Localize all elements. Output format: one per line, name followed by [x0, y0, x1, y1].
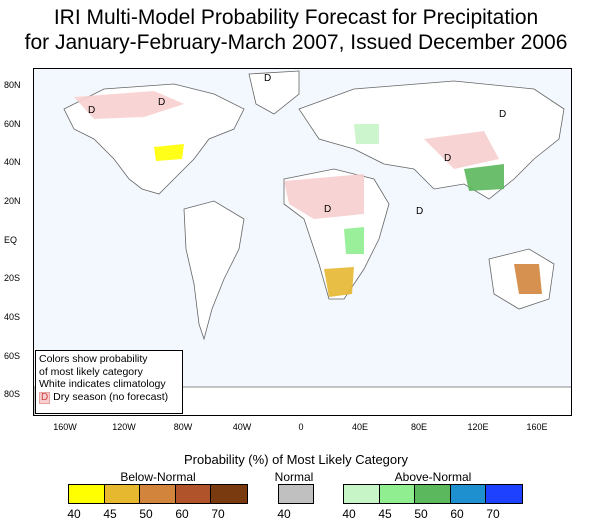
below-normal-usa	[154, 144, 184, 161]
lon-label: 160W	[53, 422, 77, 432]
map-title-line1: IRI Multi-Model Probability Forecast for…	[53, 6, 539, 29]
below-normal-colorbar	[68, 484, 248, 504]
lon-label: 40W	[232, 422, 252, 432]
below-normal-swatch	[211, 485, 248, 503]
below-tick: 50	[139, 507, 153, 521]
below-tick: 40	[67, 507, 81, 521]
lon-label: 0	[298, 422, 304, 432]
lat-label: 80N	[4, 80, 21, 90]
lat-label: 60S	[4, 351, 21, 361]
normal-swatch	[279, 485, 313, 503]
forecast-shading	[74, 91, 542, 297]
greenland-land	[248, 70, 300, 115]
lat-label: 40N	[4, 157, 21, 167]
dry-marker: D	[324, 204, 331, 215]
above-normal-swatch	[344, 485, 380, 503]
map-title-line2: for January-February-March 2007, Issued …	[24, 31, 568, 54]
dry-marker: D	[416, 206, 423, 217]
map-note-box: Colors show probability of most likely c…	[35, 350, 183, 414]
below-normal-australia	[514, 264, 542, 294]
lon-label: 40E	[351, 422, 368, 432]
lon-label: 80E	[410, 422, 427, 432]
below-tick: 70	[211, 507, 225, 521]
dry-marker: D	[158, 97, 165, 108]
dry-marker: D	[444, 153, 451, 164]
dry-region-africa	[284, 174, 364, 219]
note-line3: White indicates climatology	[39, 378, 166, 390]
above-tick: 70	[486, 507, 500, 521]
lon-label: 80W	[173, 422, 193, 432]
below-tick: 60	[175, 507, 189, 521]
above-normal-swatch	[450, 485, 487, 503]
normal-colorbar	[278, 484, 314, 504]
above-normal-label: Above-Normal	[394, 470, 472, 484]
normal-tick: 40	[277, 507, 291, 521]
note-line4: D Dry season (no forecast)	[39, 391, 179, 404]
above-normal-swatch	[486, 485, 523, 503]
lat-label: EQ	[4, 235, 18, 245]
map-svg: D D D D D D D	[34, 70, 571, 415]
above-tick: 60	[450, 507, 464, 521]
dry-marker: D	[88, 105, 95, 116]
dry-marker: D	[264, 73, 271, 84]
dry-text: Dry season (no forecast)	[53, 390, 169, 403]
below-normal-label: Below-Normal	[120, 470, 196, 484]
below-normal-swatch	[69, 485, 105, 503]
legend-title: Probability (%) of Most Likely Category	[184, 452, 408, 467]
above-normal-swatch	[379, 485, 416, 503]
above-normal-colorbar	[343, 484, 523, 504]
below-normal-swatch	[175, 485, 212, 503]
lat-label: 40S	[4, 312, 21, 322]
lon-label: 120E	[467, 422, 489, 432]
below-normal-swatch	[104, 485, 141, 503]
normal-label: Normal	[274, 470, 314, 484]
note-line2: of most likely category	[39, 365, 143, 378]
above-normal-eafrica	[344, 227, 364, 254]
lat-label: 80S	[4, 389, 21, 399]
above-tick: 45	[378, 507, 392, 521]
lat-label: 60N	[4, 119, 21, 129]
south-america-land	[183, 200, 245, 341]
dry-region-asia	[424, 131, 499, 169]
above-tick: 50	[414, 507, 428, 521]
lon-label: 160E	[526, 422, 548, 432]
below-normal-safrica	[324, 267, 354, 297]
above-normal-swatch	[415, 485, 451, 503]
above-normal-europe	[354, 124, 379, 144]
below-tick: 45	[103, 507, 117, 521]
note-line1: Colors show probability	[39, 353, 148, 365]
dry-marker: D	[499, 109, 506, 120]
below-normal-swatch	[140, 485, 176, 503]
dry-symbol: D	[39, 391, 51, 404]
lat-label: 20N	[4, 196, 21, 206]
above-normal-china	[464, 164, 504, 191]
above-tick: 40	[342, 507, 356, 521]
lat-label: 20S	[4, 273, 21, 283]
lon-label: 120W	[112, 422, 136, 432]
dry-region-north	[74, 91, 184, 119]
